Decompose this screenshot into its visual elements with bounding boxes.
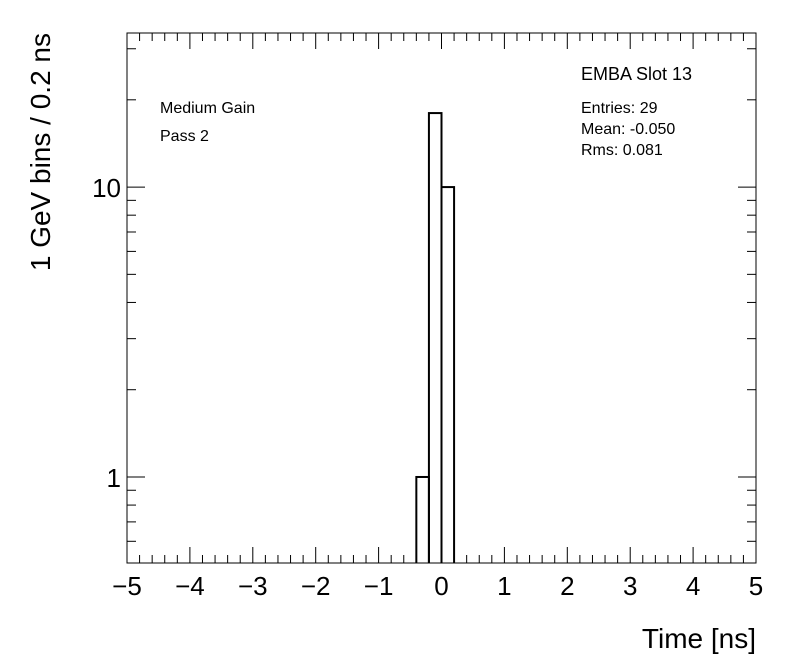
x-tick-label: 1 xyxy=(497,571,511,601)
x-tick-label: −1 xyxy=(364,571,394,601)
stat: Mean: -0.050 xyxy=(581,121,675,138)
annotation: Medium Gain xyxy=(160,100,255,117)
y-tick-label: 1 xyxy=(107,463,121,493)
x-tick-label: 4 xyxy=(686,571,700,601)
annotation: Pass 2 xyxy=(160,128,209,145)
x-tick-label: −3 xyxy=(238,571,268,601)
y-axis-title: 1 GeV bins / 0.2 ns xyxy=(25,33,56,271)
bar xyxy=(415,475,430,563)
plot-area xyxy=(415,112,456,563)
stat: Entries: 29 xyxy=(581,100,658,117)
x-tick-label: 2 xyxy=(560,571,574,601)
x-tick-label: −4 xyxy=(175,571,205,601)
chart-title: EMBA Slot 13 xyxy=(581,64,692,84)
stat: Rms: 0.081 xyxy=(581,142,663,159)
x-tick-label: 3 xyxy=(623,571,637,601)
x-tick-label: 5 xyxy=(749,571,763,601)
bar xyxy=(440,186,456,563)
x-tick-label: 0 xyxy=(434,571,448,601)
bar xyxy=(427,112,443,563)
x-tick-label: −2 xyxy=(301,571,331,601)
x-tick-label: −5 xyxy=(112,571,142,601)
x-axis-title: Time [ns] xyxy=(642,623,756,654)
y-tick-label: 10 xyxy=(92,173,121,203)
